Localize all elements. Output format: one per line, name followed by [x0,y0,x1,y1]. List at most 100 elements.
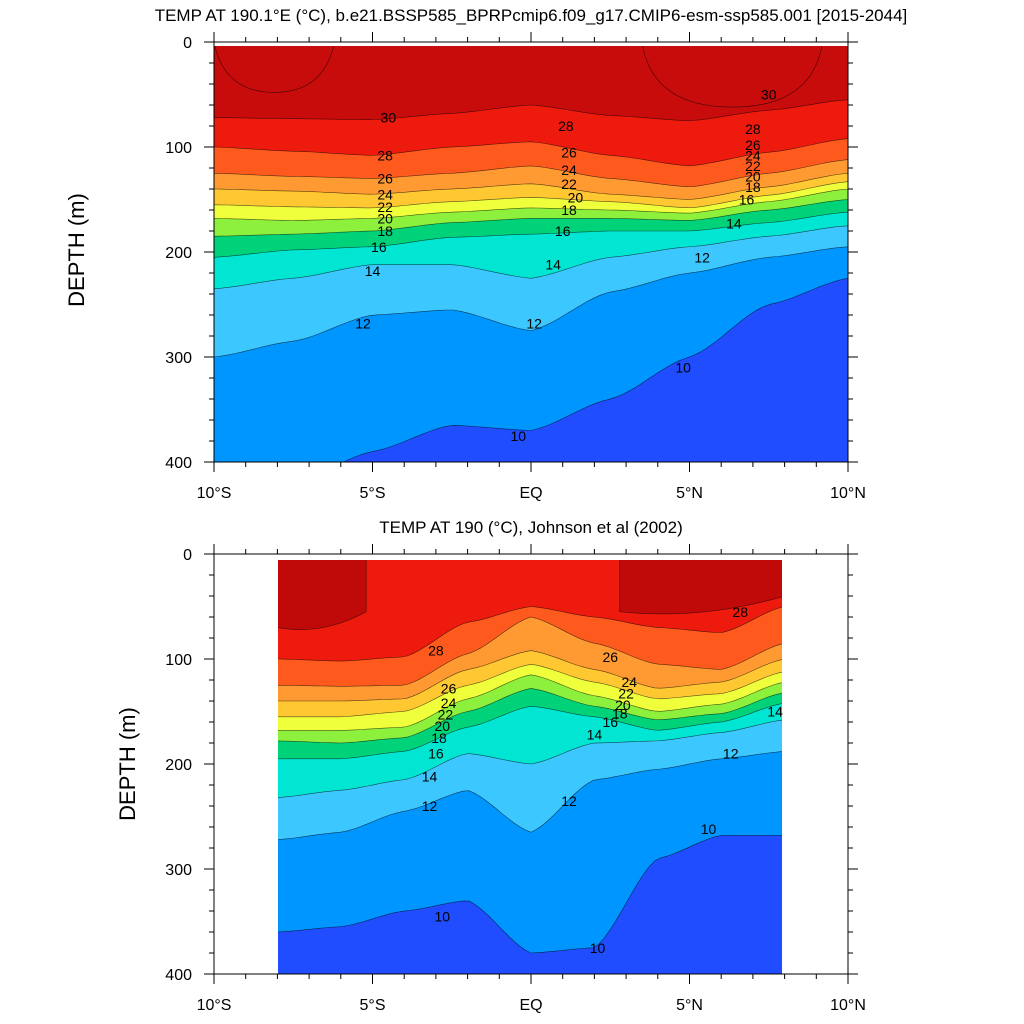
contour-line-18 [278,688,782,744]
contour-line-14 [214,225,848,290]
contour-label-24: 24 [441,695,457,711]
contour-line-10 [278,835,782,954]
contour-label-22: 22 [561,176,577,192]
contour-line-26 [278,616,782,687]
y-tick-label: 300 [165,350,192,367]
contour-label-18: 18 [431,730,447,746]
contour-label-14: 14 [767,704,783,720]
contour-line-12 [214,246,848,358]
contour-label-10: 10 [675,360,691,376]
y-tick-label: 100 [165,652,192,669]
contour-label-30: 30 [761,87,777,103]
y-tick-label: 200 [165,245,192,262]
x-tick-label: 10°N [830,997,866,1014]
contour-label-16: 16 [739,192,755,208]
contour-label-24: 24 [745,147,761,163]
contour-label-16: 16 [428,746,444,762]
contour-line-10 [342,278,848,462]
contour-line-16 [278,703,782,760]
top-title: TEMP AT 190.1°E (°C), b.e21.BSSP585_BPRP… [155,6,908,25]
contour-label-16: 16 [371,239,387,255]
y-tick-label: 400 [165,455,192,472]
contour-label-20: 20 [568,189,584,205]
contour-label-14: 14 [365,263,381,279]
top-contour-lines [214,99,848,462]
contour-label-12: 12 [723,746,739,762]
contour-label-16: 16 [555,223,571,239]
contour-label-12: 12 [526,315,542,331]
contour-line-26 [214,159,848,188]
contour-line-28 [214,138,848,166]
bottom-ylabel: DEPTH (m) [115,707,140,821]
x-tick-label: 10°N [830,485,866,502]
x-tick-label: 5°N [676,997,703,1014]
contour-label-14: 14 [545,257,561,273]
contour-label-22: 22 [377,199,393,215]
x-tick-label: EQ [519,997,542,1014]
contour-label-26: 26 [561,144,577,160]
contour-line-30 [214,99,848,121]
contour-label-12: 12 [422,798,438,814]
contour-label-20: 20 [615,697,631,713]
contour-label-24: 24 [621,674,637,690]
contour-label-18: 18 [561,202,577,218]
contour-label-12: 12 [561,793,577,809]
contour-label-28: 28 [428,643,444,659]
bottom-panel: TEMP AT 190 (°C), Johnson et al (2002) D… [115,518,866,1014]
contour-line-28 [278,606,782,662]
contour-label-22: 22 [745,158,761,174]
contour-label-10: 10 [434,908,450,924]
contour-label-28: 28 [732,604,748,620]
bottom-title: TEMP AT 190 (°C), Johnson et al (2002) [379,518,683,537]
x-tick-label: EQ [519,485,542,502]
x-tick-label: 5°S [360,485,386,502]
y-tick-label: 100 [165,140,192,157]
contour-label-20: 20 [377,210,393,226]
top-ylabel: DEPTH (m) [64,193,89,307]
contour-line-22 [214,181,848,209]
contour-line-22 [278,663,782,718]
contour-label-10: 10 [701,821,717,837]
contour-label-26: 26 [377,171,393,187]
contour-label-18: 18 [745,179,761,195]
contour-label-24: 24 [561,162,577,178]
x-tick-label: 10°S [197,485,232,502]
contour-label-22: 22 [618,686,634,702]
contour-label-14: 14 [726,216,742,232]
x-tick-label: 5°S [360,997,386,1014]
contour-line-20 [278,674,782,731]
contour-label-10: 10 [590,940,606,956]
contour-label-12: 12 [694,249,710,265]
x-tick-label: 5°N [676,485,703,502]
x-tick-label: 10°S [197,997,232,1014]
top-panel: TEMP AT 190.1°E (°C), b.e21.BSSP585_BPRP… [64,6,907,502]
warm-core-0 [214,46,334,93]
top-axes: 0 100 200 300 400 10°S 5°S EQ 5°N 10°N [165,32,866,502]
contour-label-18: 18 [377,223,393,239]
contour-line-12 [278,751,782,840]
contour-line-24 [278,650,782,702]
y-tick-label: 0 [183,35,192,52]
top-contour-fills [214,46,848,462]
warm-core-1 [619,560,782,615]
contour-label-10: 10 [511,428,527,444]
warm-core-0 [278,560,367,630]
warm-core-1 [642,46,823,108]
y-tick-label: 200 [165,757,192,774]
contour-label-26: 26 [602,649,618,665]
contour-line-24 [214,173,848,200]
contour-label-28: 28 [377,147,393,163]
contour-line-14 [278,719,782,798]
bottom-contour-fills [278,560,782,974]
contour-label-16: 16 [602,714,618,730]
contour-label-28: 28 [745,121,761,137]
contour-line-20 [214,188,848,221]
bottom-contour-lines [278,606,782,954]
contour-label-20: 20 [434,718,450,734]
contour-label-14: 14 [587,727,603,743]
y-tick-label: 400 [165,967,192,984]
contour-line-18 [214,199,848,237]
contour-label-20: 20 [745,168,761,184]
contour-label-26: 26 [745,137,761,153]
